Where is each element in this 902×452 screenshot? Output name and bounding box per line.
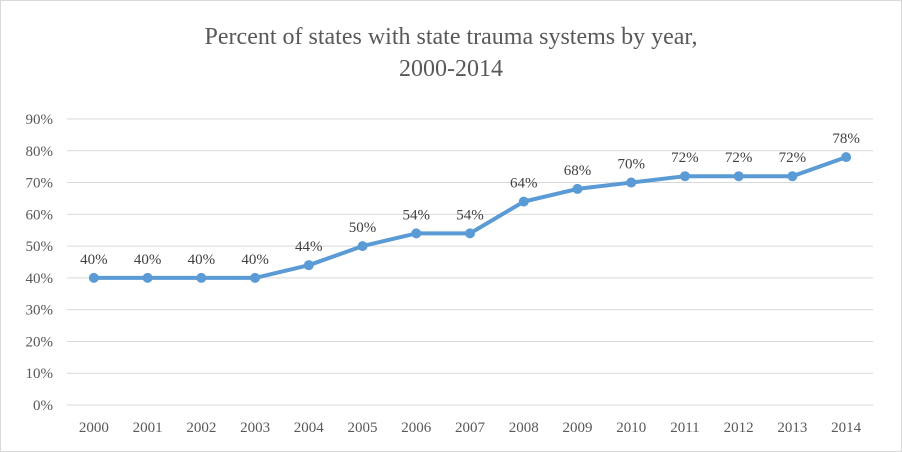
x-tick-label: 2002 — [186, 420, 216, 436]
data-point — [411, 228, 422, 239]
data-point — [465, 228, 475, 239]
data-label: 40% — [80, 252, 108, 268]
data-label: 40% — [241, 252, 269, 268]
data-label: 70% — [617, 157, 645, 173]
data-label: 54% — [456, 207, 484, 223]
data-point — [572, 183, 583, 194]
data-label: 44% — [295, 239, 323, 255]
x-tick-label: 2004 — [294, 420, 325, 436]
data-label: 72% — [671, 150, 699, 166]
x-tick-label: 2006 — [401, 420, 432, 436]
data-point — [303, 260, 314, 271]
data-point — [196, 272, 207, 283]
data-point — [88, 272, 99, 283]
x-tick-label: 2014 — [831, 420, 862, 436]
chart-title: Percent of states with state trauma syst… — [1, 21, 901, 85]
x-tick-label: 2008 — [509, 420, 539, 436]
data-label: 68% — [564, 163, 592, 179]
data-label: 54% — [403, 207, 431, 223]
y-tick-label: 50% — [26, 239, 54, 255]
data-label: 72% — [779, 150, 807, 166]
data-point — [841, 152, 852, 163]
data-point — [679, 171, 690, 182]
data-point — [142, 272, 153, 283]
y-tick-label: 70% — [26, 176, 54, 192]
data-point — [626, 177, 637, 188]
x-tick-label: 2007 — [455, 420, 486, 436]
x-tick-label: 2011 — [670, 420, 699, 436]
data-point — [787, 171, 798, 182]
data-label: 78% — [832, 131, 860, 147]
data-point — [250, 272, 261, 283]
data-point — [518, 196, 529, 207]
x-tick-label: 2005 — [348, 420, 378, 436]
data-point — [357, 241, 368, 252]
chart-title-line-2: 2000-2014 — [399, 56, 503, 82]
data-label: 64% — [510, 176, 538, 192]
data-label: 72% — [725, 150, 753, 166]
data-point — [733, 171, 744, 182]
y-tick-label: 0% — [33, 398, 53, 414]
y-tick-label: 40% — [26, 271, 54, 287]
data-label: 50% — [349, 220, 377, 236]
x-tick-label: 2013 — [777, 420, 807, 436]
x-tick-label: 2003 — [240, 420, 270, 436]
y-tick-label: 20% — [26, 334, 54, 350]
x-tick-label: 2000 — [79, 420, 109, 436]
data-label: 40% — [188, 252, 216, 268]
data-label: 40% — [134, 252, 162, 268]
y-tick-label: 80% — [26, 144, 54, 160]
x-tick-label: 2012 — [724, 420, 754, 436]
x-tick-label: 2009 — [562, 420, 592, 436]
y-tick-label: 30% — [26, 303, 54, 319]
x-tick-label: 2001 — [133, 420, 163, 436]
x-tick-label: 2010 — [616, 420, 646, 436]
chart-title-line-1: Percent of states with state trauma syst… — [204, 24, 698, 50]
y-tick-label: 90% — [26, 112, 54, 128]
y-tick-label: 60% — [26, 207, 54, 223]
y-tick-label: 10% — [26, 366, 54, 382]
